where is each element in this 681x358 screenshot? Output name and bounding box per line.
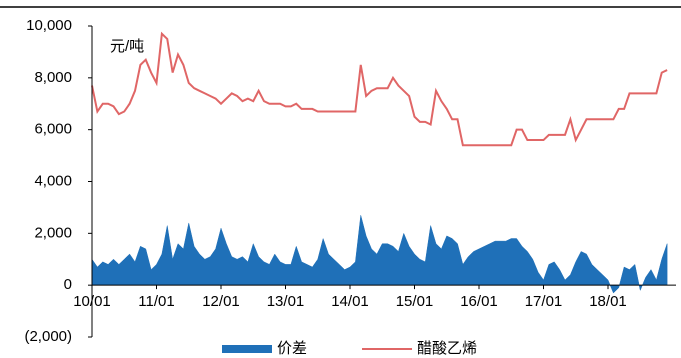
x-tick-label: 10/01: [73, 293, 111, 310]
y-tick-label: 4,000: [34, 172, 72, 189]
legend-label: 醋酸乙烯: [417, 340, 477, 357]
legend-swatch: [222, 345, 272, 353]
y-tick-label: 6,000: [34, 121, 72, 138]
x-tick-label: 17/01: [525, 293, 563, 310]
x-tick-label: 18/01: [589, 293, 627, 310]
x-tick-label: 12/01: [202, 293, 240, 310]
y-tick-label: 10,000: [26, 17, 72, 34]
x-tick-label: 11/01: [138, 293, 174, 310]
y-tick-label: 2,000: [34, 224, 72, 241]
spread-area: [91, 215, 668, 294]
y-tick-label: (2,000): [24, 328, 72, 345]
x-tick-label: 16/01: [460, 293, 498, 310]
x-tick-label: 14/01: [331, 293, 369, 310]
y-tick-label: 0: [64, 276, 72, 293]
x-tick-label: 15/01: [396, 293, 434, 310]
unit-label: 元/吨: [110, 38, 144, 55]
legend-label: 价差: [277, 340, 307, 357]
price-line: [91, 31, 668, 147]
x-tick-label: 13/01: [267, 293, 305, 310]
y-tick-label: 8,000: [34, 69, 72, 86]
